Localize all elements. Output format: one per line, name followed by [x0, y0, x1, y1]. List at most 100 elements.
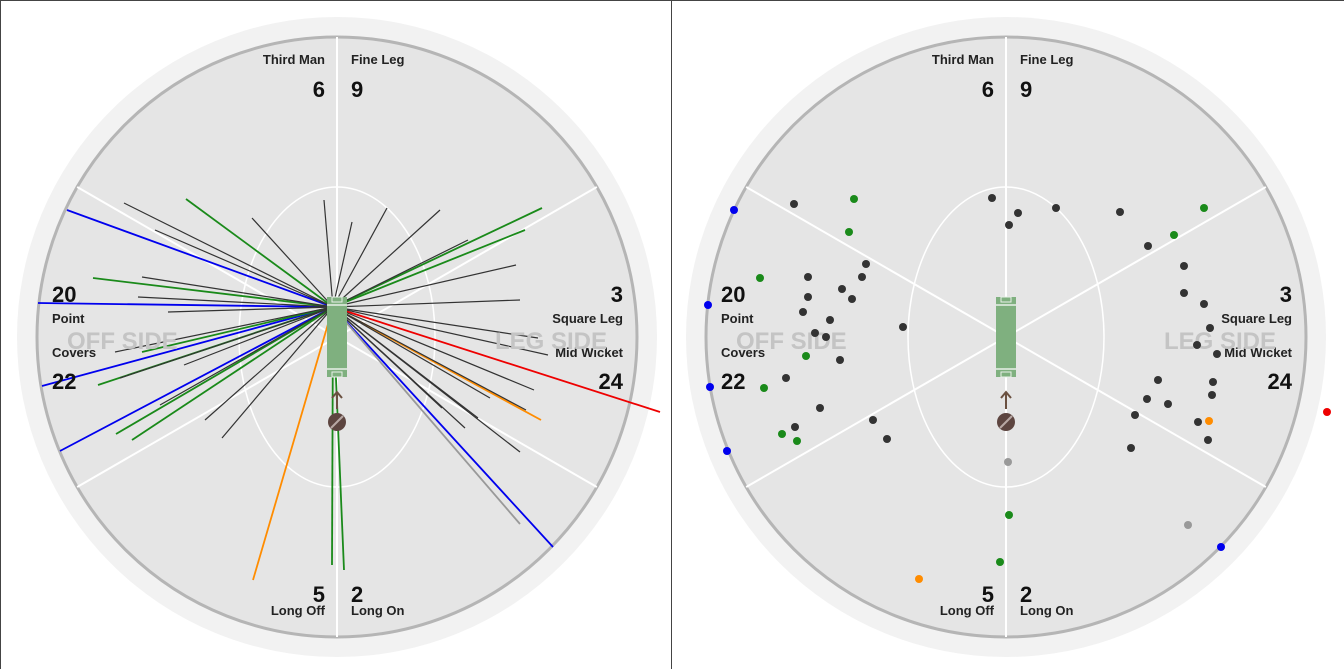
zone-count-square-leg: 3: [1280, 282, 1292, 307]
ball-point-dot: [822, 333, 830, 341]
direction-arrow-head: [1000, 390, 1012, 399]
ball-point-two_three: [1205, 417, 1213, 425]
ball-point-dot: [816, 404, 824, 412]
pitch-map-panel: Third Man 6 Fine Leg 9 Point 20 Covers 22 Square…: [672, 0, 1342, 669]
shot-line-dot: [137, 296, 334, 308]
ball-point-dot: [1204, 436, 1212, 444]
ball-point-dot: [836, 356, 844, 364]
ball-point-six: [1323, 408, 1331, 416]
ball-point-one: [1005, 511, 1013, 519]
shot-line-one: [131, 306, 334, 441]
zone-count-long-on: 2: [1020, 582, 1032, 607]
stumps-bottom: [331, 371, 343, 378]
ball-point-other: [1004, 458, 1012, 466]
shot-lines: [37, 198, 661, 581]
ball-point-dot: [1014, 209, 1022, 217]
zone-label-mid-wicket: Mid Wicket: [555, 345, 623, 360]
shot-line-dot: [114, 306, 334, 353]
shot-line-four: [59, 306, 334, 452]
zone-line: [336, 186, 598, 338]
ball-point-dot: [1116, 208, 1124, 216]
zone-count-square-leg: 3: [611, 282, 623, 307]
shot-line-dot: [221, 306, 334, 439]
ball-point-one: [1170, 231, 1178, 239]
shot-line-dot: [141, 276, 334, 308]
ball-point-four: [704, 301, 712, 309]
stumps-top: [331, 296, 343, 303]
shot-line-two_three: [252, 306, 334, 581]
zone-label-point: Point: [52, 311, 85, 326]
ball-point-four: [723, 447, 731, 455]
ball-point-one: [793, 437, 801, 445]
shot-line-four: [332, 306, 554, 548]
shot-line-dot: [332, 306, 443, 409]
pitch-map-svg: Third Man 6 Fine Leg 9 Point 20 Covers 22 Square…: [686, 17, 1331, 657]
shot-line-four: [66, 209, 334, 308]
ball-point-dot: [791, 423, 799, 431]
zone-line: [745, 336, 1007, 488]
leg-side-label: LEG SIDE: [1164, 328, 1276, 355]
zone-line: [76, 336, 338, 488]
ball-point-dot: [1209, 378, 1217, 386]
ball-point-dot: [1144, 242, 1152, 250]
ball-point-dot: [782, 374, 790, 382]
ball-point-dot: [862, 260, 870, 268]
shot-line-dot: [332, 207, 388, 308]
thirty-yard-circle: [907, 186, 1105, 488]
zone-count-mid-wicket: 24: [1268, 369, 1293, 394]
shot-line-dot: [332, 221, 353, 308]
zone-label-long-off: Long Off: [940, 603, 995, 618]
ball-point-dot: [838, 285, 846, 293]
cricket-ball-seam: [999, 415, 1013, 429]
shot-line-dot: [332, 306, 535, 391]
ball-point-dot: [804, 293, 812, 301]
ball-point-two_three: [915, 575, 923, 583]
shot-line-dot: [159, 306, 334, 406]
shot-line-dot: [323, 199, 334, 308]
ball-point-dot: [1127, 444, 1135, 452]
ball-point-dot: [1208, 391, 1216, 399]
ball-point-dot: [899, 323, 907, 331]
ball-point-dot: [1154, 376, 1162, 384]
shot-line-six: [332, 306, 661, 413]
shot-line-dot: [332, 209, 441, 308]
shot-line-one: [141, 306, 334, 353]
ball-point-dot: [858, 273, 866, 281]
ball-dots: [704, 194, 1331, 583]
ball-point-dot: [804, 273, 812, 281]
ball-point-dot: [988, 194, 996, 202]
ball-point-dot: [1180, 262, 1188, 270]
shot-line-dot: [167, 306, 334, 313]
ball-point-one: [760, 384, 768, 392]
ball-point-dot: [848, 295, 856, 303]
shot-line-dot: [251, 217, 334, 308]
ball-point-one: [996, 558, 1004, 566]
zone-count-long-on: 2: [351, 582, 363, 607]
shot-line-one: [332, 229, 526, 308]
pitch-strip: [327, 297, 347, 377]
ball-point-dot: [883, 435, 891, 443]
zone-label-square-leg: Square Leg: [552, 311, 623, 326]
zone-label-point: Point: [721, 311, 754, 326]
ball-point-dot: [869, 416, 877, 424]
shot-line-dot: [123, 202, 334, 308]
wagon-wheel-panel: Third Man 6 Fine Leg 9 Point 20 Covers 22 Square…: [0, 0, 670, 669]
shot-line-dot: [332, 239, 469, 308]
thirty-yard-circle: [238, 186, 436, 488]
zone-label-covers: Covers: [52, 345, 96, 360]
ball-point-dot: [1200, 300, 1208, 308]
zone-label-third-man: Third Man: [932, 52, 994, 67]
pitch: [327, 296, 347, 431]
zone-label-long-on: Long On: [1020, 603, 1073, 618]
shot-line-one: [332, 207, 543, 308]
shot-line-dot: [332, 306, 549, 356]
zone-label-long-off: Long Off: [271, 603, 326, 618]
wagon-wheel-svg: Third Man 6 Fine Leg 9 Point 20 Covers 22 Square…: [17, 17, 661, 657]
leg-side-label: LEG SIDE: [495, 328, 607, 355]
zone-labels: Third Man 6 Fine Leg 9 Point 20 Covers 22 Square…: [721, 52, 1293, 618]
zone-label-square-leg: Square Leg: [1221, 311, 1292, 326]
ball-point-dot: [1213, 350, 1221, 358]
stumps-bottom: [1000, 371, 1012, 378]
zone-count-covers: 22: [52, 369, 76, 394]
shot-line-four: [41, 306, 334, 387]
